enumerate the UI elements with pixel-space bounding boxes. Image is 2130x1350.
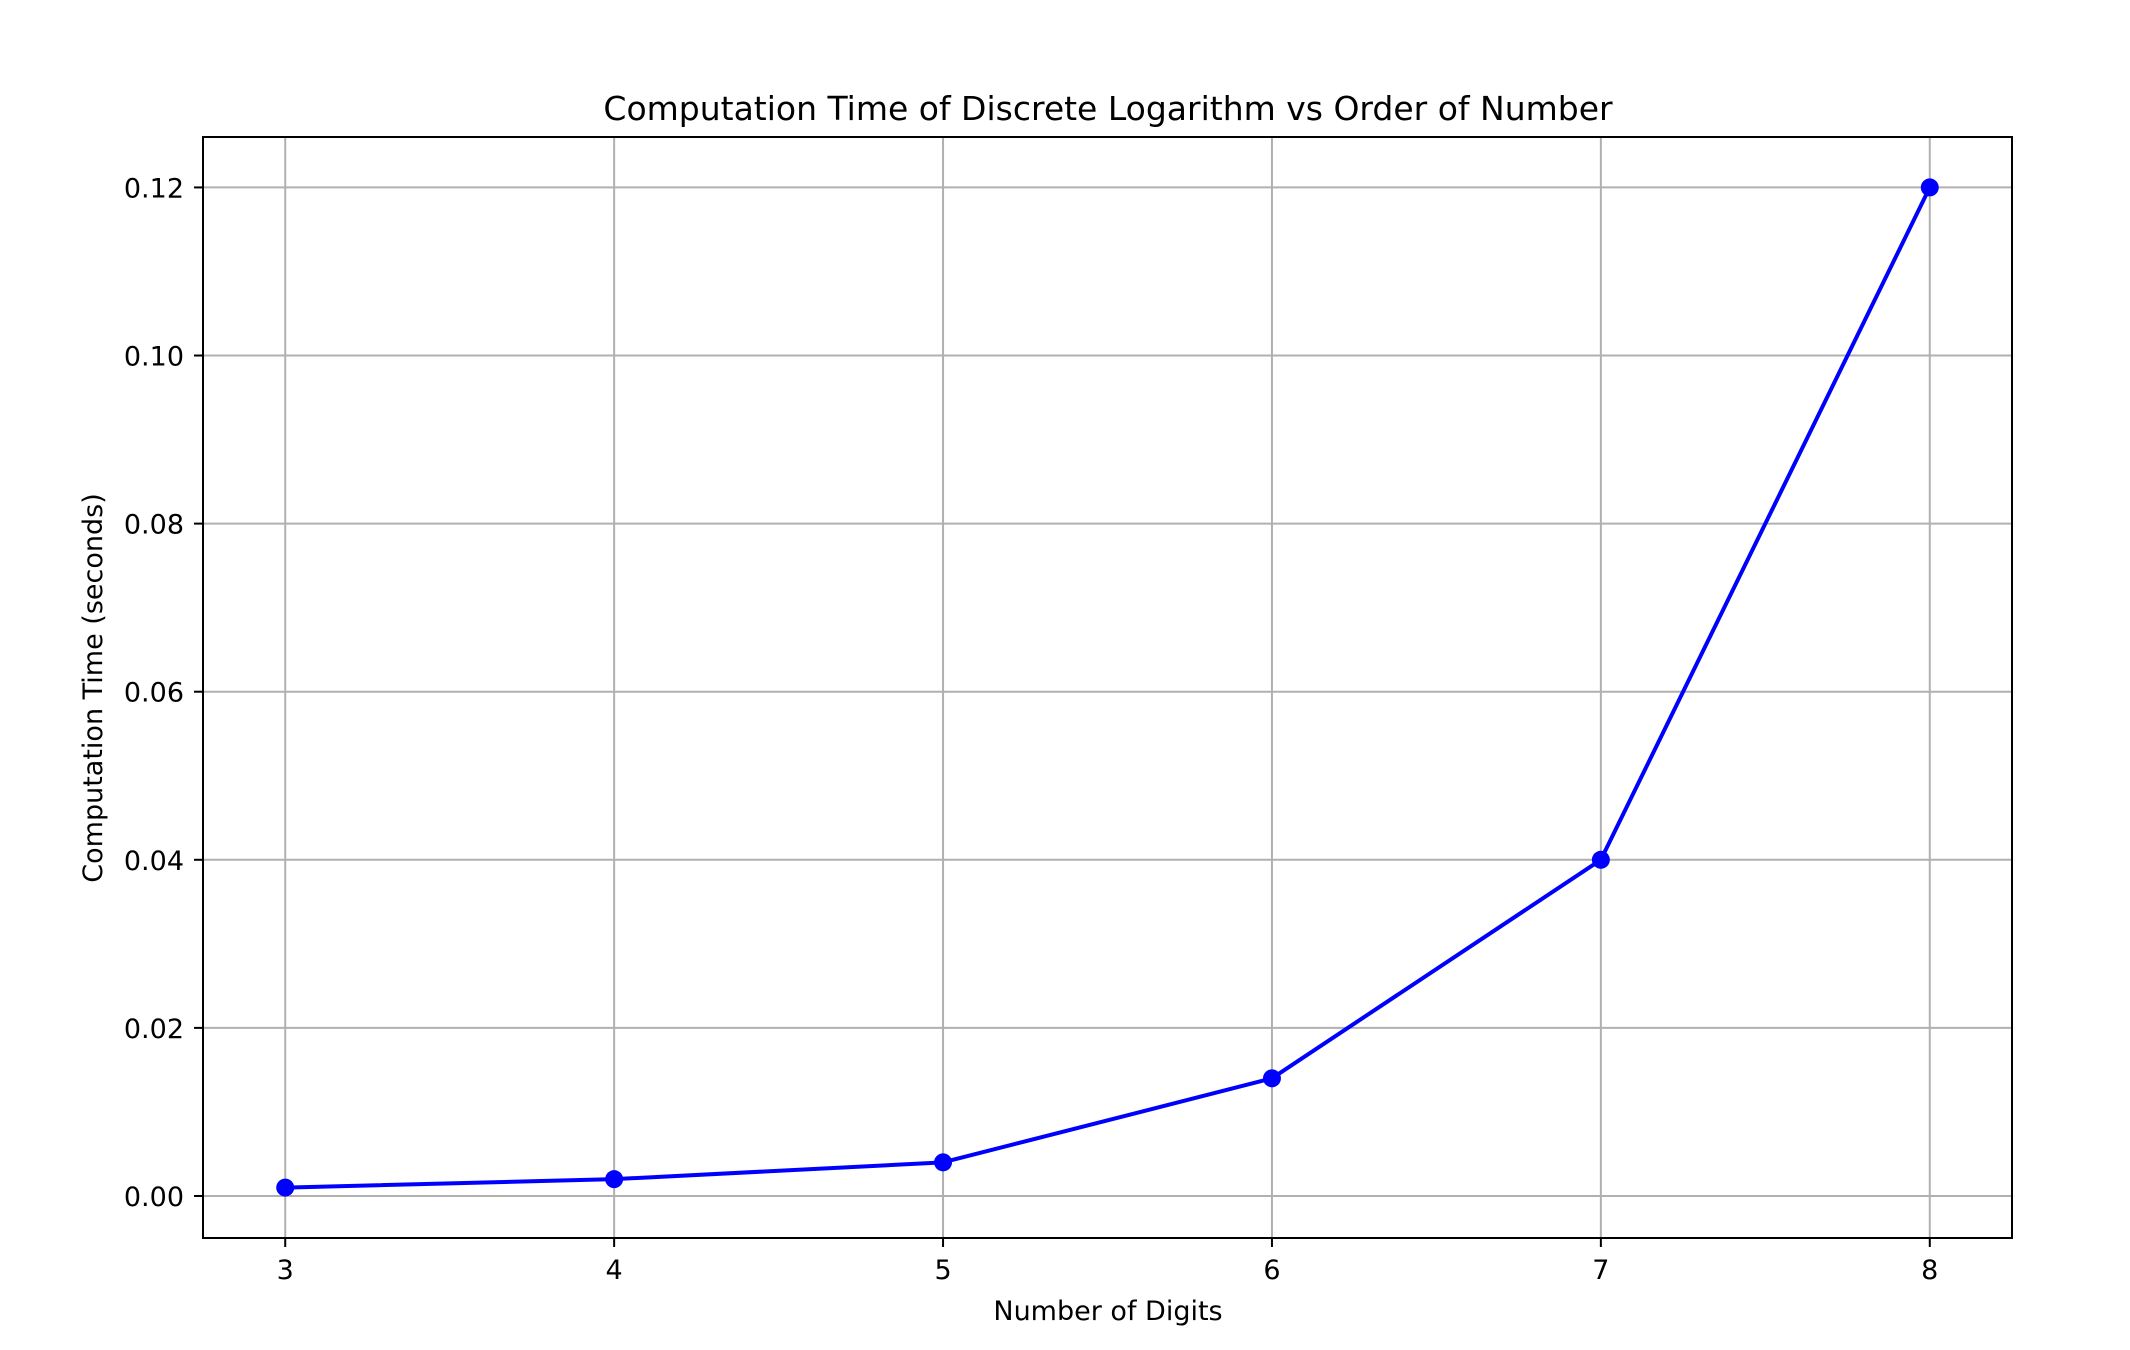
ticks: 3 4 5 6 7 8 0.00 0.02 0.04 0.06 0.08 0.10 0.12 xyxy=(124,173,1938,1286)
data-point xyxy=(605,1170,624,1189)
x-tick-label: 6 xyxy=(1263,1255,1280,1286)
y-tick-label: 0.10 xyxy=(124,342,184,373)
plot-frame xyxy=(202,136,2013,1239)
grid xyxy=(203,137,2012,1238)
data-point xyxy=(276,1178,295,1197)
y-tick-label: 0.02 xyxy=(124,1014,184,1045)
y-tick-label: 0.12 xyxy=(124,173,184,204)
data-point xyxy=(1262,1069,1281,1088)
y-tick-label: 0.00 xyxy=(124,1182,184,1213)
x-tick-label: 8 xyxy=(1921,1255,1938,1286)
series-layer xyxy=(276,178,1939,1197)
series-line xyxy=(283,185,1932,1190)
y-axis-label: Computation Time (seconds) xyxy=(78,493,109,882)
y-tick-label: 0.06 xyxy=(124,678,184,709)
x-tick-label: 5 xyxy=(934,1255,951,1286)
chart-title: Computation Time of Discrete Logarithm v… xyxy=(603,89,1613,128)
x-tick-label: 7 xyxy=(1592,1255,1609,1286)
axes-spines xyxy=(202,136,2013,1239)
data-point xyxy=(934,1153,953,1172)
y-tick-label: 0.04 xyxy=(124,846,184,877)
x-tick-label: 4 xyxy=(606,1255,623,1286)
y-tick-label: 0.08 xyxy=(124,510,184,541)
x-axis-label: Number of Digits xyxy=(993,1296,1222,1327)
x-tick-label: 3 xyxy=(277,1255,294,1286)
data-point xyxy=(1920,178,1939,197)
data-point xyxy=(1591,850,1610,869)
